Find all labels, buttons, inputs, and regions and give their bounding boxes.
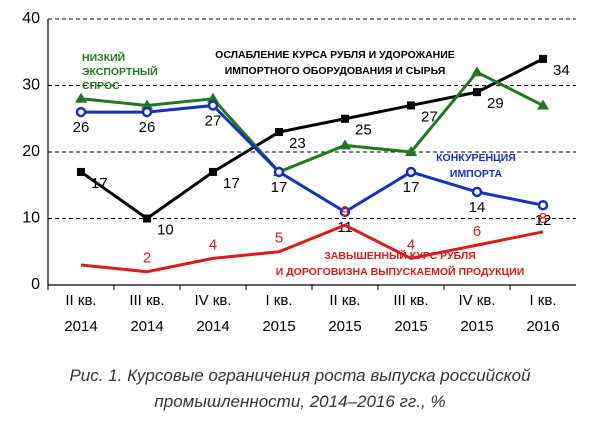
series-name: КОНКУРЕНЦИЯ ИМПОРТА xyxy=(436,152,516,180)
x-tick-label: IV кв. 2014 xyxy=(194,292,231,335)
data-label: 2 xyxy=(143,250,151,267)
data-label: 9 xyxy=(341,203,349,220)
marker xyxy=(339,206,351,218)
marker xyxy=(405,166,417,178)
series-line xyxy=(81,103,544,214)
series-name: ЗАВЫШЕННЫЙ КУРС РУБЛЯ И ДОРОГОВИЗНА ВЫПУС… xyxy=(276,249,525,278)
marker xyxy=(141,106,153,118)
x-tick-label: III кв. 2015 xyxy=(393,292,428,335)
series-name: ОСЛАБЛЕНИЕ КУРСА РУБЛЯ И УДОРОЖАНИЕ ИМПОР… xyxy=(215,49,455,77)
series-name: НИЗКИЙ ЭКСПОРТНЫЙ СПРОС xyxy=(82,51,158,92)
x-tick-label: I кв. 2015 xyxy=(262,292,295,335)
data-label: 34 xyxy=(553,62,570,79)
data-label: 29 xyxy=(487,95,504,112)
x-tick-label: I кв. 2016 xyxy=(526,292,559,335)
data-label: 25 xyxy=(355,122,372,139)
series-line xyxy=(80,223,544,274)
marker xyxy=(539,54,547,63)
data-label: 6 xyxy=(473,223,481,240)
data-label: 27 xyxy=(421,108,438,125)
x-tick-label: IV кв. 2015 xyxy=(458,292,495,335)
data-label: 12 xyxy=(535,212,552,229)
data-label: 4 xyxy=(209,236,217,253)
data-label: 10 xyxy=(157,221,174,238)
y-tick-label: 0 xyxy=(31,276,40,293)
marker xyxy=(141,99,153,110)
data-label: 23 xyxy=(289,135,306,152)
marker xyxy=(407,101,415,110)
data-label: 5 xyxy=(275,230,283,247)
marker xyxy=(471,186,483,198)
data-label: 27 xyxy=(205,112,222,129)
data-label: 17 xyxy=(271,179,288,196)
y-tick-label: 40 xyxy=(22,10,40,27)
marker xyxy=(273,166,285,178)
x-tick-label: II кв. 2014 xyxy=(64,292,97,335)
marker xyxy=(209,167,217,176)
marker xyxy=(471,66,483,77)
data-label: 17 xyxy=(91,175,108,192)
data-label: 14 xyxy=(469,199,486,216)
data-label: 11 xyxy=(337,219,353,236)
data-label: 8 xyxy=(539,210,547,227)
y-tick-label: 20 xyxy=(22,143,40,160)
marker xyxy=(75,92,87,103)
marker xyxy=(77,167,85,176)
marker xyxy=(537,99,549,110)
marker xyxy=(473,88,481,97)
marker xyxy=(537,199,549,211)
marker xyxy=(143,214,151,223)
marker xyxy=(341,114,349,123)
marker xyxy=(207,92,219,103)
marker xyxy=(207,100,219,111)
data-label: 17 xyxy=(403,179,420,196)
y-tick-label: 30 xyxy=(22,77,40,94)
marker xyxy=(75,106,87,118)
x-tick-label: II кв. 2015 xyxy=(328,292,361,335)
marker xyxy=(275,128,283,137)
data-label: 17 xyxy=(223,175,240,192)
y-tick-label: 10 xyxy=(22,210,40,227)
x-tick-label: III кв. 2014 xyxy=(129,292,164,335)
series-line xyxy=(80,57,544,221)
data-label: 26 xyxy=(73,119,90,136)
series-line xyxy=(80,70,544,174)
caption: Рис. 1. Курсовые ограничения роста выпус… xyxy=(69,366,531,411)
marker xyxy=(339,139,351,150)
marker xyxy=(405,146,417,156)
data-label: 26 xyxy=(139,119,156,136)
data-label: 4 xyxy=(407,236,415,253)
